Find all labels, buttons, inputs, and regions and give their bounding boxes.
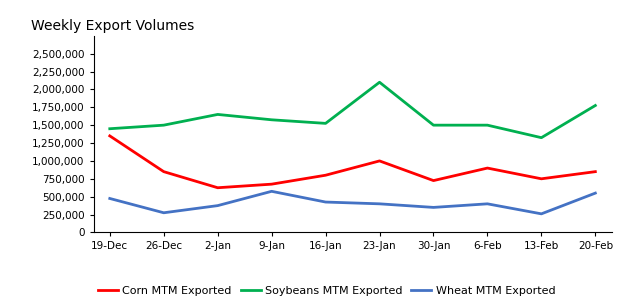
Wheat MTM Exported — [268, 190, 275, 193]
Wheat MTM Exported — [106, 197, 114, 200]
Wheat MTM Exported — [322, 200, 329, 204]
Wheat MTM Exported — [160, 211, 167, 215]
Wheat MTM Exported — [430, 206, 437, 209]
Soybeans MTM Exported — [106, 127, 114, 131]
Soybeans MTM Exported — [430, 123, 437, 127]
Line: Corn MTM Exported: Corn MTM Exported — [110, 136, 595, 188]
Legend: Corn MTM Exported, Soybeans MTM Exported, Wheat MTM Exported: Corn MTM Exported, Soybeans MTM Exported… — [94, 281, 560, 298]
Corn MTM Exported — [322, 173, 329, 177]
Soybeans MTM Exported — [322, 122, 329, 125]
Corn MTM Exported — [160, 170, 167, 173]
Wheat MTM Exported — [376, 202, 383, 206]
Corn MTM Exported — [268, 182, 275, 186]
Soybeans MTM Exported — [268, 118, 275, 122]
Line: Soybeans MTM Exported: Soybeans MTM Exported — [110, 82, 595, 138]
Soybeans MTM Exported — [160, 123, 167, 127]
Corn MTM Exported — [106, 134, 114, 138]
Corn MTM Exported — [538, 177, 545, 181]
Wheat MTM Exported — [592, 191, 599, 195]
Soybeans MTM Exported — [214, 113, 222, 116]
Corn MTM Exported — [484, 166, 491, 170]
Soybeans MTM Exported — [538, 136, 545, 139]
Soybeans MTM Exported — [376, 80, 383, 84]
Wheat MTM Exported — [214, 204, 222, 207]
Wheat MTM Exported — [538, 212, 545, 216]
Soybeans MTM Exported — [484, 123, 491, 127]
Corn MTM Exported — [214, 186, 222, 190]
Wheat MTM Exported — [484, 202, 491, 206]
Corn MTM Exported — [592, 170, 599, 173]
Text: Weekly Export Volumes: Weekly Export Volumes — [31, 19, 195, 33]
Corn MTM Exported — [376, 159, 383, 163]
Corn MTM Exported — [430, 179, 437, 182]
Soybeans MTM Exported — [592, 104, 599, 107]
Line: Wheat MTM Exported: Wheat MTM Exported — [110, 191, 595, 214]
